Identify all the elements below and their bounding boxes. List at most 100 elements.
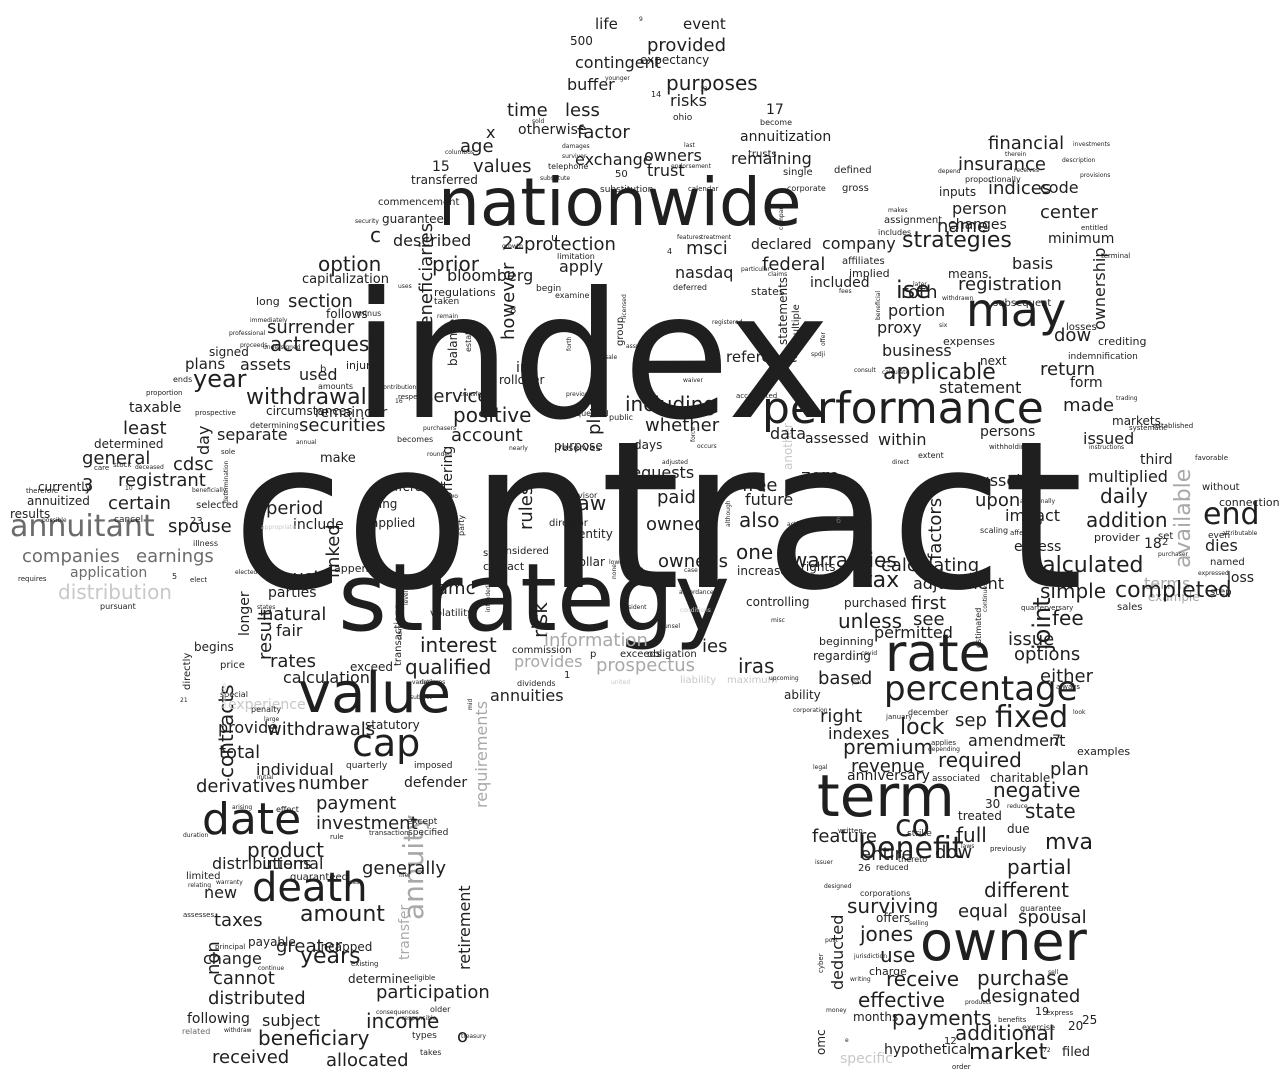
cloud-word: surviving	[847, 894, 939, 918]
cloud-word: warranties	[791, 548, 897, 572]
cloud-word: accelerated	[736, 392, 778, 400]
cloud-word: products	[965, 999, 992, 1006]
cloud-word: withdrawal	[246, 385, 367, 410]
cloud-word: omp	[630, 566, 644, 573]
cloud-word: sold	[532, 118, 545, 125]
cloud-word: 22	[502, 233, 525, 254]
cloud-word: care	[94, 464, 110, 472]
cloud-word: benefit	[858, 831, 964, 866]
cloud-word: attributable	[1222, 530, 1258, 537]
cloud-word: offer	[820, 332, 827, 346]
cloud-word: russell	[973, 471, 1026, 490]
cloud-word: options	[1014, 644, 1081, 665]
cloud-word: transaction	[369, 829, 409, 837]
cloud-word: instructions	[1089, 444, 1125, 451]
cloud-word: retirement	[455, 885, 474, 970]
cloud-word: issued	[1083, 429, 1135, 448]
cloud-word: adjusted	[662, 459, 688, 466]
cloud-word: arising	[232, 804, 253, 811]
cloud-word: code	[1040, 178, 1079, 197]
cloud-word: direct	[892, 459, 910, 466]
cloud-word: amount	[300, 902, 385, 927]
cloud-word: group	[615, 316, 626, 346]
cloud-word: beginning	[819, 635, 874, 648]
cloud-word: application	[70, 565, 148, 581]
cloud-word: assesses	[183, 911, 215, 919]
cloud-word: force	[690, 426, 697, 442]
cloud-word: determination	[223, 460, 230, 503]
cloud-word: favorable	[1195, 454, 1229, 462]
cloud-word: derivatives	[196, 776, 296, 797]
cloud-word: purpose	[554, 439, 603, 453]
cloud-word: purchaser	[1158, 551, 1189, 558]
cloud-word: paid	[657, 487, 696, 508]
cloud-word: must	[275, 567, 321, 588]
cloud-word: rollover	[499, 373, 545, 387]
cloud-word: additionally	[1020, 498, 1056, 505]
cloud-word: certain	[108, 493, 171, 514]
cloud-word: eligible	[410, 974, 436, 982]
cloud-word: resident	[622, 604, 647, 611]
cloud-word: requests	[625, 463, 695, 482]
cloud-word: tax	[864, 568, 900, 593]
cloud-word: without	[1202, 482, 1240, 493]
cloud-word: offers	[876, 911, 911, 925]
cloud-word: markets	[1112, 414, 1161, 428]
cloud-word: pre	[628, 478, 648, 492]
cloud-word: commencement	[378, 197, 460, 208]
cloud-word: payments	[892, 1006, 992, 1030]
cloud-word: 50	[615, 169, 628, 180]
cloud-word: also	[739, 508, 780, 532]
cloud-word: number	[298, 773, 369, 794]
cloud-word: examples	[1077, 745, 1131, 758]
cloud-word: fee	[1052, 606, 1084, 630]
cloud-word: within	[878, 430, 927, 449]
cloud-word: damages	[562, 143, 590, 150]
cloud-word: named	[1210, 557, 1245, 568]
cloud-word: iras	[738, 654, 775, 678]
cloud-word: 18	[1144, 536, 1162, 552]
cloud-word: thereto	[898, 855, 928, 864]
cloud-word: defender	[404, 775, 468, 791]
cloud-word: immediately	[250, 317, 288, 324]
cloud-word: dollar	[571, 555, 605, 569]
cloud-word: effective	[858, 988, 945, 1012]
cloud-word: trust	[647, 161, 685, 180]
cloud-word: illness	[193, 539, 218, 548]
cloud-word: set	[1158, 531, 1174, 542]
cloud-word: appropriate	[261, 524, 296, 531]
cloud-word: ise	[896, 276, 930, 304]
cloud-word: purchasers	[423, 425, 457, 432]
cloud-word: insurance	[958, 154, 1047, 175]
cloud-word: dow	[1054, 325, 1092, 346]
cloud-word: subject	[262, 1011, 320, 1030]
cloud-word: federal	[762, 254, 826, 275]
cloud-word: treasury	[461, 1033, 487, 1040]
cloud-word: ies	[702, 636, 728, 657]
cloud-word: securities	[299, 415, 386, 436]
cloud-word: order	[952, 1063, 971, 1071]
cloud-word: owned	[646, 514, 706, 535]
cloud-word: 23	[190, 516, 203, 527]
cloud-word: spdji	[811, 351, 826, 358]
cloud-word: plan	[1050, 759, 1089, 780]
cloud-word: guarantee	[1020, 904, 1062, 913]
cloud-word: transfers	[460, 391, 487, 398]
cloud-word: distributions	[212, 854, 312, 873]
cloud-word: deceased	[135, 464, 164, 471]
cloud-word: 7	[1052, 733, 1061, 749]
cloud-word: end	[1203, 497, 1260, 532]
cloud-word: extent	[918, 451, 944, 460]
cloud-word: 26	[858, 863, 871, 874]
cloud-word: conditions	[680, 607, 711, 614]
cloud-word: roth	[901, 282, 938, 303]
cloud-word: remaining	[731, 149, 812, 168]
cloud-word: impact	[1005, 506, 1061, 525]
cloud-word: including	[625, 392, 717, 416]
cloud-word: lock	[900, 715, 945, 740]
cloud-word: effect	[276, 805, 299, 814]
cloud-word: include	[293, 517, 344, 533]
cloud-word: cannot	[213, 968, 275, 989]
cloud-word: contact	[483, 560, 525, 573]
cloud-word: declared	[751, 237, 812, 253]
